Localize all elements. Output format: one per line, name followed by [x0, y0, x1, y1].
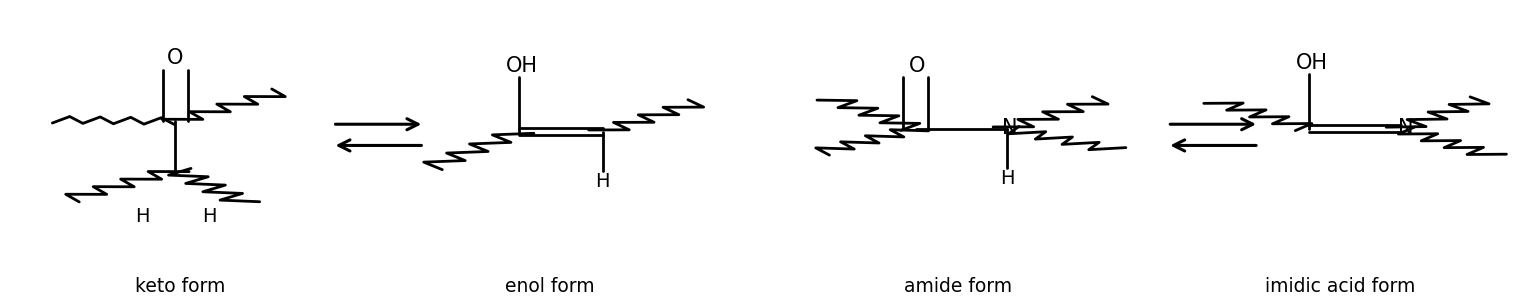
Text: N: N	[1003, 118, 1018, 138]
Text: O: O	[168, 48, 183, 68]
Text: imidic acid form: imidic acid form	[1265, 277, 1415, 296]
Text: H: H	[134, 207, 150, 226]
Text: N: N	[1398, 118, 1413, 138]
Text: keto form: keto form	[134, 277, 226, 296]
Text: H: H	[595, 172, 610, 191]
Text: OH: OH	[1297, 53, 1328, 73]
Text: amide form: amide form	[905, 277, 1012, 296]
Text: H: H	[201, 207, 217, 226]
Text: enol form: enol form	[505, 277, 594, 296]
Text: OH: OH	[507, 56, 537, 76]
Text: O: O	[909, 56, 925, 76]
Text: H: H	[1000, 169, 1015, 188]
